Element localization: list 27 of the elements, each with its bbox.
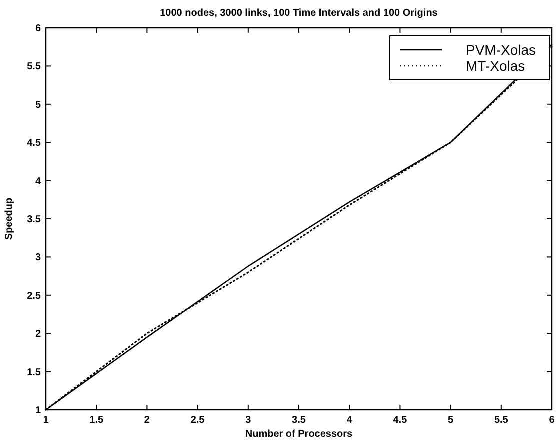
x-tick-label: 6 bbox=[549, 415, 556, 426]
x-axis-title: Number of Processors bbox=[245, 429, 354, 440]
x-tick-label: 2 bbox=[144, 415, 150, 426]
y-tick-label: 3 bbox=[35, 252, 42, 264]
x-tick-label: 5.5 bbox=[494, 415, 509, 426]
legend-label: MT-Xolas bbox=[466, 58, 526, 74]
y-tick-label: 5 bbox=[35, 100, 42, 111]
x-tick-label: 4.5 bbox=[393, 415, 408, 426]
y-tick-label: 2 bbox=[35, 329, 42, 340]
legend-label: PVM-Xolas bbox=[466, 42, 536, 58]
y-tick-label: 5.5 bbox=[27, 62, 42, 73]
y-axis-title: Speedup bbox=[4, 198, 15, 240]
y-tick-label: 4.5 bbox=[27, 138, 42, 150]
x-tick-label: 1.5 bbox=[90, 415, 104, 426]
x-tick-label: 5 bbox=[448, 415, 454, 426]
x-tick-label: 2.5 bbox=[190, 415, 206, 426]
y-tick-label: 1.5 bbox=[27, 367, 42, 378]
y-tick-label: 4 bbox=[35, 176, 42, 188]
x-tick-label: 4 bbox=[346, 415, 353, 426]
y-tick-label: 6 bbox=[35, 24, 42, 34]
chart-title: 1000 nodes, 3000 links, 100 Time Intervals and 100 Origins bbox=[160, 8, 438, 19]
y-tick-label: 2.5 bbox=[27, 290, 42, 302]
x-tick-label: 3.5 bbox=[292, 415, 306, 426]
y-tick-label: 1 bbox=[35, 406, 42, 416]
x-tick-label: 1 bbox=[43, 415, 50, 426]
y-tick-label: 3.5 bbox=[27, 214, 42, 226]
x-tick-label: 3 bbox=[246, 415, 252, 426]
